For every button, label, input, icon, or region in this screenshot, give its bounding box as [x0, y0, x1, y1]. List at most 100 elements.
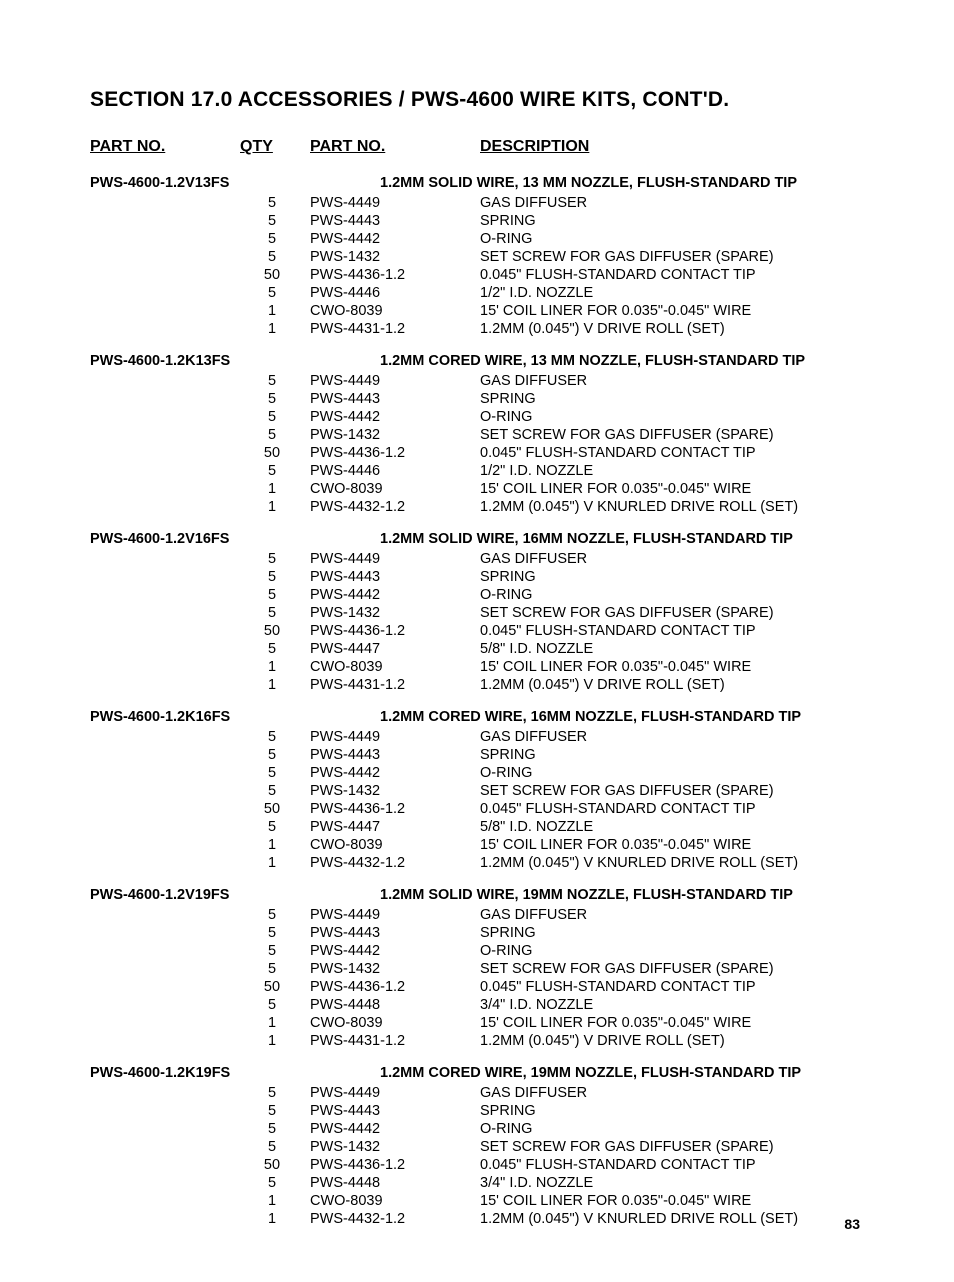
- kit-header: PWS-4600-1.2K16FS1.2MM CORED WIRE, 16MM …: [90, 708, 864, 726]
- header-description: DESCRIPTION: [480, 138, 864, 156]
- item-qty: 5: [240, 550, 310, 568]
- spacer: [90, 942, 240, 960]
- item-qty: 5: [240, 728, 310, 746]
- item-description: O-RING: [480, 942, 864, 960]
- item-row: 5PWS-4449GAS DIFFUSER: [90, 550, 864, 568]
- item-qty: 1: [240, 836, 310, 854]
- item-part-number: PWS-4442: [310, 230, 480, 248]
- item-description: SET SCREW FOR GAS DIFFUSER (SPARE): [480, 1138, 864, 1156]
- item-description: GAS DIFFUSER: [480, 372, 864, 390]
- item-qty: 50: [240, 622, 310, 640]
- item-qty: 5: [240, 568, 310, 586]
- item-description: 3/4" I.D. NOZZLE: [480, 996, 864, 1014]
- item-description: 15' COIL LINER FOR 0.035"-0.045" WIRE: [480, 836, 864, 854]
- item-row: 50PWS-4436-1.20.045" FLUSH-STANDARD CONT…: [90, 978, 864, 996]
- spacer: [90, 924, 240, 942]
- item-row: 5PWS-4449GAS DIFFUSER: [90, 728, 864, 746]
- item-qty: 5: [240, 462, 310, 480]
- item-qty: 5: [240, 372, 310, 390]
- item-description: SET SCREW FOR GAS DIFFUSER (SPARE): [480, 426, 864, 444]
- kit-title: 1.2MM CORED WIRE, 13 MM NOZZLE, FLUSH-ST…: [380, 352, 864, 370]
- item-row: 1CWO-803915' COIL LINER FOR 0.035"-0.045…: [90, 658, 864, 676]
- item-row: 1PWS-4432-1.21.2MM (0.045") V KNURLED DR…: [90, 854, 864, 872]
- item-part-number: PWS-4432-1.2: [310, 498, 480, 516]
- item-qty: 5: [240, 586, 310, 604]
- item-row: 1CWO-803915' COIL LINER FOR 0.035"-0.045…: [90, 1192, 864, 1210]
- item-qty: 1: [240, 320, 310, 338]
- spacer: [90, 728, 240, 746]
- item-part-number: PWS-4431-1.2: [310, 1032, 480, 1050]
- kit-part-number: PWS-4600-1.2K13FS: [90, 352, 380, 370]
- item-part-number: CWO-8039: [310, 836, 480, 854]
- item-row: 5PWS-44475/8" I.D. NOZZLE: [90, 640, 864, 658]
- spacer: [90, 1138, 240, 1156]
- item-qty: 5: [240, 906, 310, 924]
- item-part-number: PWS-4449: [310, 194, 480, 212]
- item-qty: 5: [240, 284, 310, 302]
- item-qty: 50: [240, 978, 310, 996]
- kit-block: PWS-4600-1.2V13FS1.2MM SOLID WIRE, 13 MM…: [90, 174, 864, 338]
- item-description: 15' COIL LINER FOR 0.035"-0.045" WIRE: [480, 1014, 864, 1032]
- spacer: [90, 996, 240, 1014]
- item-part-number: PWS-4449: [310, 550, 480, 568]
- item-row: 5PWS-4443SPRING: [90, 746, 864, 764]
- item-part-number: PWS-4443: [310, 212, 480, 230]
- item-part-number: PWS-1432: [310, 1138, 480, 1156]
- spacer: [90, 818, 240, 836]
- item-part-number: PWS-4431-1.2: [310, 320, 480, 338]
- spacer: [90, 212, 240, 230]
- item-part-number: PWS-4443: [310, 924, 480, 942]
- item-description: O-RING: [480, 764, 864, 782]
- kit-part-number: PWS-4600-1.2V16FS: [90, 530, 380, 548]
- item-qty: 5: [240, 1120, 310, 1138]
- item-description: SPRING: [480, 1102, 864, 1120]
- spacer: [90, 1210, 240, 1228]
- item-row: 5PWS-44461/2" I.D. NOZZLE: [90, 284, 864, 302]
- item-description: O-RING: [480, 230, 864, 248]
- item-part-number: PWS-1432: [310, 248, 480, 266]
- item-row: 5PWS-1432SET SCREW FOR GAS DIFFUSER (SPA…: [90, 426, 864, 444]
- spacer: [90, 1156, 240, 1174]
- spacer: [90, 426, 240, 444]
- item-qty: 1: [240, 1014, 310, 1032]
- item-qty: 5: [240, 1174, 310, 1192]
- item-row: 5PWS-4449GAS DIFFUSER: [90, 906, 864, 924]
- item-part-number: PWS-4443: [310, 746, 480, 764]
- item-description: 15' COIL LINER FOR 0.035"-0.045" WIRE: [480, 480, 864, 498]
- kit-title: 1.2MM CORED WIRE, 19MM NOZZLE, FLUSH-STA…: [380, 1064, 864, 1082]
- item-description: 15' COIL LINER FOR 0.035"-0.045" WIRE: [480, 1192, 864, 1210]
- item-qty: 50: [240, 444, 310, 462]
- item-part-number: PWS-4447: [310, 640, 480, 658]
- item-row: 5PWS-1432SET SCREW FOR GAS DIFFUSER (SPA…: [90, 1138, 864, 1156]
- item-row: 1CWO-803915' COIL LINER FOR 0.035"-0.045…: [90, 1014, 864, 1032]
- item-row: 50PWS-4436-1.20.045" FLUSH-STANDARD CONT…: [90, 800, 864, 818]
- spacer: [90, 320, 240, 338]
- item-qty: 1: [240, 1032, 310, 1050]
- item-part-number: PWS-4432-1.2: [310, 854, 480, 872]
- spacer: [90, 302, 240, 320]
- item-row: 5PWS-4443SPRING: [90, 568, 864, 586]
- item-row: 5PWS-4442O-RING: [90, 408, 864, 426]
- spacer: [90, 906, 240, 924]
- item-qty: 5: [240, 604, 310, 622]
- item-row: 50PWS-4436-1.20.045" FLUSH-STANDARD CONT…: [90, 444, 864, 462]
- item-part-number: PWS-1432: [310, 782, 480, 800]
- spacer: [90, 408, 240, 426]
- item-part-number: PWS-4443: [310, 1102, 480, 1120]
- item-description: SPRING: [480, 568, 864, 586]
- item-description: O-RING: [480, 1120, 864, 1138]
- item-description: SPRING: [480, 924, 864, 942]
- item-part-number: PWS-4442: [310, 586, 480, 604]
- item-row: 5PWS-4443SPRING: [90, 212, 864, 230]
- kit-header: PWS-4600-1.2V19FS1.2MM SOLID WIRE, 19MM …: [90, 886, 864, 904]
- kit-block: PWS-4600-1.2V16FS1.2MM SOLID WIRE, 16MM …: [90, 530, 864, 694]
- item-description: GAS DIFFUSER: [480, 728, 864, 746]
- spacer: [90, 1174, 240, 1192]
- kit-block: PWS-4600-1.2K19FS1.2MM CORED WIRE, 19MM …: [90, 1064, 864, 1228]
- item-qty: 5: [240, 782, 310, 800]
- item-part-number: PWS-4443: [310, 568, 480, 586]
- header-part-no-kit: PART NO.: [90, 138, 240, 156]
- item-description: SET SCREW FOR GAS DIFFUSER (SPARE): [480, 960, 864, 978]
- item-description: 5/8" I.D. NOZZLE: [480, 818, 864, 836]
- kit-part-number: PWS-4600-1.2K19FS: [90, 1064, 380, 1082]
